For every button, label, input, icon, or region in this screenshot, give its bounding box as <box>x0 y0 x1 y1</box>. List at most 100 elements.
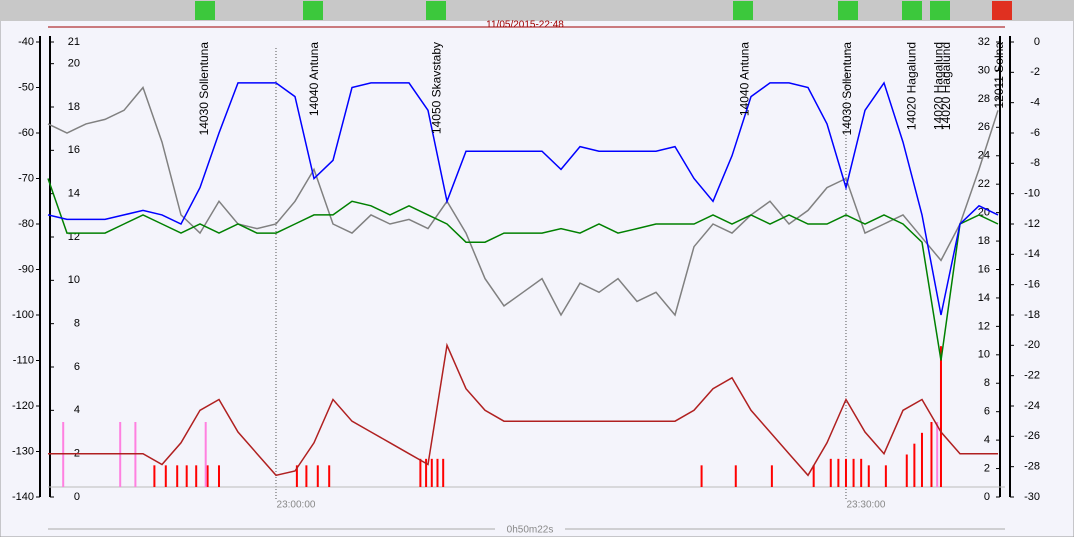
y-tick-label: -6 <box>1030 127 1040 139</box>
y-tick-label: 32 <box>978 36 990 48</box>
icon <box>426 1 446 20</box>
event-bar <box>829 458 832 487</box>
y-tick-label: 2 <box>984 462 990 474</box>
event-bar <box>305 465 308 487</box>
y-tick-label: 28 <box>978 93 990 105</box>
event-bar <box>860 458 863 487</box>
event-bar <box>0 0 1074 21</box>
y-tick-label: -90 <box>18 263 34 275</box>
y-tick-label: 10 <box>978 349 990 361</box>
cell-label: 12011 Solna <box>992 42 1006 109</box>
y-tick-label: 0 <box>984 491 990 503</box>
cell-label: 14020 Hagalund <box>939 42 953 130</box>
event-bar <box>920 432 923 487</box>
y-tick-label: -50 <box>18 81 34 93</box>
y-tick-label: 10 <box>68 274 80 286</box>
event-icons <box>195 1 1012 20</box>
y-tick-label: 26 <box>978 121 990 133</box>
y-tick-label: 0 <box>74 491 80 503</box>
event-bar <box>936 422 939 487</box>
series-line <box>47 86 999 317</box>
y-tick-label: 18 <box>978 235 990 247</box>
cell-label: 14030 Sollentuna <box>197 42 211 136</box>
y-tick-label: -70 <box>18 172 34 184</box>
cell-label: 14030 Sollentuna <box>840 42 854 136</box>
y-tick-label: -24 <box>1024 400 1040 412</box>
icon <box>992 1 1012 20</box>
event-bar <box>734 465 737 487</box>
y-tick-label: -4 <box>1030 97 1040 109</box>
event-bar <box>185 465 188 487</box>
y-tick-label: -8 <box>1030 157 1040 169</box>
event-bar <box>176 465 179 487</box>
y-tick-label: -12 <box>1024 218 1040 230</box>
icon <box>195 1 215 20</box>
start-timestamp: 11/05/2015-22:48 <box>486 20 564 31</box>
event-bar <box>119 422 122 487</box>
y-tick-label: -14 <box>1024 248 1040 260</box>
y-tick-label: -120 <box>12 400 34 412</box>
y-tick-label: -60 <box>18 127 34 139</box>
cell-label: 14040 Antuna <box>737 42 751 116</box>
y-tick-label: 12 <box>978 320 990 332</box>
x-tick-label: 23:30:00 <box>847 500 886 511</box>
y-tick-label: -18 <box>1024 309 1040 321</box>
event-bar <box>700 465 703 487</box>
x-tick-label: 23:00:00 <box>277 500 316 511</box>
event-bar <box>295 465 298 487</box>
y-tick-label: 14 <box>978 292 990 304</box>
y-tick-label: 4 <box>984 434 990 446</box>
event-bar <box>905 454 908 487</box>
y-tick-label: -16 <box>1024 279 1040 291</box>
y-tick-label: -130 <box>12 445 34 457</box>
event-bar <box>328 465 331 487</box>
y-tick-label: 8 <box>984 377 990 389</box>
y-tick-label: 6 <box>74 361 80 373</box>
event-bar <box>930 422 933 487</box>
event-bar <box>164 465 167 487</box>
y-tick-label: 14 <box>68 188 80 200</box>
y-tick-label: -22 <box>1024 370 1040 382</box>
event-bar <box>134 422 137 487</box>
y-tick-label: -40 <box>18 36 34 48</box>
y-tick-label: 6 <box>984 406 990 418</box>
event-bar <box>913 443 916 487</box>
y-tick-label: -20 <box>1024 339 1040 351</box>
y-tick-label: 8 <box>74 318 80 330</box>
y-tick-label: -100 <box>12 309 34 321</box>
duration-bg <box>495 522 565 536</box>
event-bar <box>153 465 156 487</box>
event-bar <box>867 465 870 487</box>
event-bar <box>425 458 428 487</box>
event-bar <box>436 458 439 487</box>
event-bar <box>844 458 847 487</box>
duration: 0h50m22s <box>507 525 554 536</box>
y-tick-label: 0 <box>1034 36 1040 48</box>
y-tick-label: 30 <box>978 64 990 76</box>
event-bar <box>852 458 855 487</box>
y-tick-label: -140 <box>12 491 34 503</box>
icon <box>902 1 922 20</box>
event-bar <box>217 465 220 487</box>
y-tick-label: -30 <box>1024 491 1040 503</box>
cell-label: 14020 Hagalund <box>905 42 919 130</box>
y-tick-label: 21 <box>68 36 80 48</box>
y-tick-label: -26 <box>1024 430 1040 442</box>
event-bar <box>316 465 319 487</box>
event-bar <box>939 346 942 487</box>
y-tick-label: 16 <box>978 263 990 275</box>
event-bar <box>837 458 840 487</box>
y-tick-label: -2 <box>1030 66 1040 78</box>
event-bar <box>884 465 887 487</box>
y-tick-label: 4 <box>74 404 80 416</box>
event-bar <box>770 465 773 487</box>
y-tick-label: -28 <box>1024 461 1040 473</box>
y-tick-label: 18 <box>68 101 80 113</box>
series-line <box>47 178 999 361</box>
event-bar <box>812 465 815 487</box>
y-tick-label: 20 <box>68 58 80 70</box>
y-tick-label: -80 <box>18 218 34 230</box>
